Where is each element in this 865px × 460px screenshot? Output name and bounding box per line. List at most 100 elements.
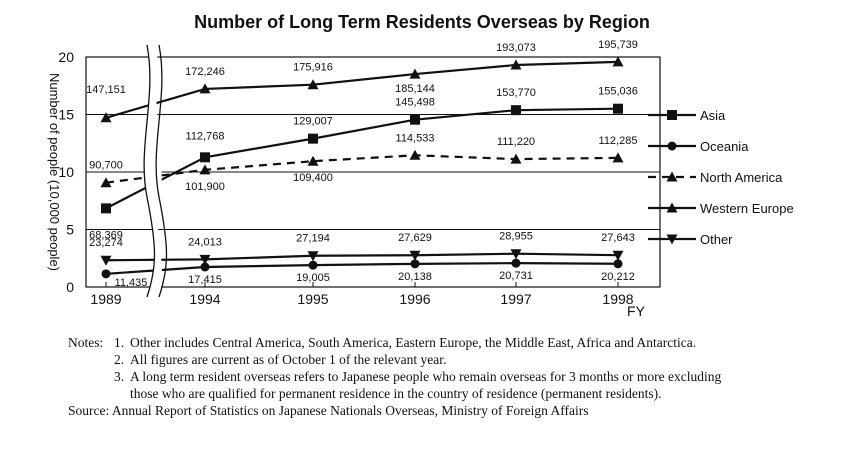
note-1-text: Other includes Central America, South Am… <box>130 335 697 350</box>
note-3-text: A long term resident overseas refers to … <box>130 369 722 384</box>
legend-label-western-europe: Western Europe <box>700 201 794 216</box>
legend-marker-other <box>666 234 678 245</box>
chart: Number of Long Term Residents Overseas b… <box>47 12 794 319</box>
data-label-oceania-1997: 20,731 <box>499 270 533 282</box>
y-tick-label-15: 15 <box>58 107 74 123</box>
data-label-asia-1997: 153,770 <box>496 87 536 99</box>
axis-break-line-right <box>155 44 168 298</box>
data-label-other-1996: 27,629 <box>398 232 432 244</box>
data-label-north-america-1995: 109,400 <box>293 172 333 184</box>
data-label-oceania-1994: 17,415 <box>188 274 222 286</box>
x-axis-label: FY <box>627 303 646 319</box>
series-point-western-europe-1996 <box>409 68 421 79</box>
data-label-north-america-1997: 111,220 <box>497 136 535 148</box>
series-point-asia-1989 <box>101 203 111 214</box>
x-tick-label-1997: 1997 <box>500 291 531 307</box>
note-1-number: 1. <box>114 335 125 350</box>
series-point-western-europe-1989 <box>100 112 112 123</box>
series-point-north-america-1994 <box>199 164 211 175</box>
source-line: Source: Annual Report of Statistics on J… <box>68 403 589 418</box>
data-label-north-america-1996: 114,533 <box>396 132 435 144</box>
data-label-asia-1994: 112,768 <box>186 130 225 142</box>
data-label-north-america-1994: 101,900 <box>185 181 225 193</box>
data-label-north-america-1998: 112,285 <box>599 135 638 147</box>
y-tick-label-0: 0 <box>66 279 74 295</box>
y-tick-label-10: 10 <box>58 164 74 180</box>
series-point-north-america-1989 <box>100 177 112 188</box>
series-point-asia-1997 <box>511 105 521 116</box>
series-line-other <box>105 252 619 262</box>
notes-block: Notes: 1. Other includes Central America… <box>68 334 858 419</box>
data-label-western-europe-1997: 193,073 <box>496 42 536 54</box>
series-point-north-america-1998 <box>612 152 624 163</box>
series-line-oceania <box>105 262 619 275</box>
series-point-oceania-1994 <box>200 262 210 272</box>
series-point-western-europe-1997 <box>510 59 522 70</box>
series-point-western-europe-1998 <box>612 56 624 67</box>
series-point-other-1995 <box>307 251 319 262</box>
notes-lead: Notes: <box>68 335 104 350</box>
legend-marker-asia <box>667 110 677 120</box>
data-label-western-europe-1998: 195,739 <box>598 39 638 51</box>
x-tick-label-1995: 1995 <box>297 291 328 307</box>
series-point-oceania-1996 <box>410 259 420 269</box>
x-tick-label-1994: 1994 <box>189 291 220 307</box>
series-point-other-1994 <box>199 254 211 265</box>
data-label-western-europe-1996: 185,144 <box>395 83 435 95</box>
legend-label-oceania: Oceania <box>700 139 749 154</box>
data-label-other-1998: 27,643 <box>601 232 635 244</box>
series-point-asia-1996 <box>410 114 420 125</box>
data-label-other-1989: 23,274 <box>89 237 123 249</box>
note-2-number: 2. <box>114 352 125 367</box>
series-point-oceania-1998 <box>613 259 623 269</box>
legend-label-other: Other <box>700 232 733 247</box>
y-axis-label: Number of people (10,000 people) <box>47 73 62 271</box>
legend-marker-western-europe <box>666 202 678 213</box>
data-label-oceania-1995: 19,005 <box>296 272 330 284</box>
series-point-asia-1995 <box>308 133 318 144</box>
note-3-number: 3. <box>114 369 125 384</box>
series-point-oceania-1989 <box>101 269 111 279</box>
data-label-oceania-1989: 11,435 <box>115 277 148 289</box>
series-point-oceania-1995 <box>308 260 318 270</box>
data-label-asia-1998: 155,036 <box>598 86 638 98</box>
data-label-western-europe-1994: 172,246 <box>185 66 225 78</box>
legend-marker-oceania <box>667 141 677 151</box>
series-point-western-europe-1994 <box>199 83 211 94</box>
note-3-continuation: those who are qualified for permanent re… <box>130 386 662 401</box>
data-label-oceania-1996: 20,138 <box>398 271 432 283</box>
legend-marker-north-america <box>666 171 678 182</box>
legend-label-north-america: North America <box>700 170 783 185</box>
series-line-north-america <box>105 154 619 184</box>
series-line-asia <box>105 107 619 210</box>
axis-break-line-left <box>143 44 156 298</box>
data-label-western-europe-1989: 147,151 <box>86 84 126 96</box>
data-label-asia-1995: 129,007 <box>293 116 333 128</box>
series-point-north-america-1997 <box>510 153 522 164</box>
data-label-other-1997: 28,955 <box>499 231 533 243</box>
data-label-asia-1996: 145,498 <box>395 97 435 109</box>
series-point-western-europe-1995 <box>307 79 319 90</box>
data-label-other-1994: 24,013 <box>188 236 222 248</box>
x-tick-label-1989: 1989 <box>90 291 121 307</box>
chart-title: Number of Long Term Residents Overseas b… <box>194 12 650 32</box>
data-label-asia-1989: 68,369 <box>89 229 123 241</box>
series-point-other-1989 <box>100 255 112 266</box>
series-point-other-1998 <box>612 250 624 261</box>
y-tick-label-20: 20 <box>58 49 74 65</box>
y-tick-label-5: 5 <box>66 222 74 238</box>
data-label-other-1995: 27,194 <box>296 233 330 245</box>
data-label-north-america-1989: 90,700 <box>89 160 123 172</box>
series-point-other-1996 <box>409 250 421 261</box>
x-tick-label-1996: 1996 <box>399 291 430 307</box>
series-point-north-america-1996 <box>409 149 421 160</box>
data-label-western-europe-1995: 175,916 <box>293 62 333 74</box>
series-point-oceania-1997 <box>511 258 521 268</box>
x-tick-label-1998: 1998 <box>602 291 633 307</box>
legend-label-asia: Asia <box>700 108 726 123</box>
series-point-north-america-1995 <box>307 155 319 166</box>
series-point-asia-1998 <box>613 103 623 114</box>
series-point-asia-1994 <box>200 152 210 163</box>
data-label-oceania-1998: 20,212 <box>601 271 635 283</box>
note-2-text: All figures are current as of October 1 … <box>130 352 447 367</box>
